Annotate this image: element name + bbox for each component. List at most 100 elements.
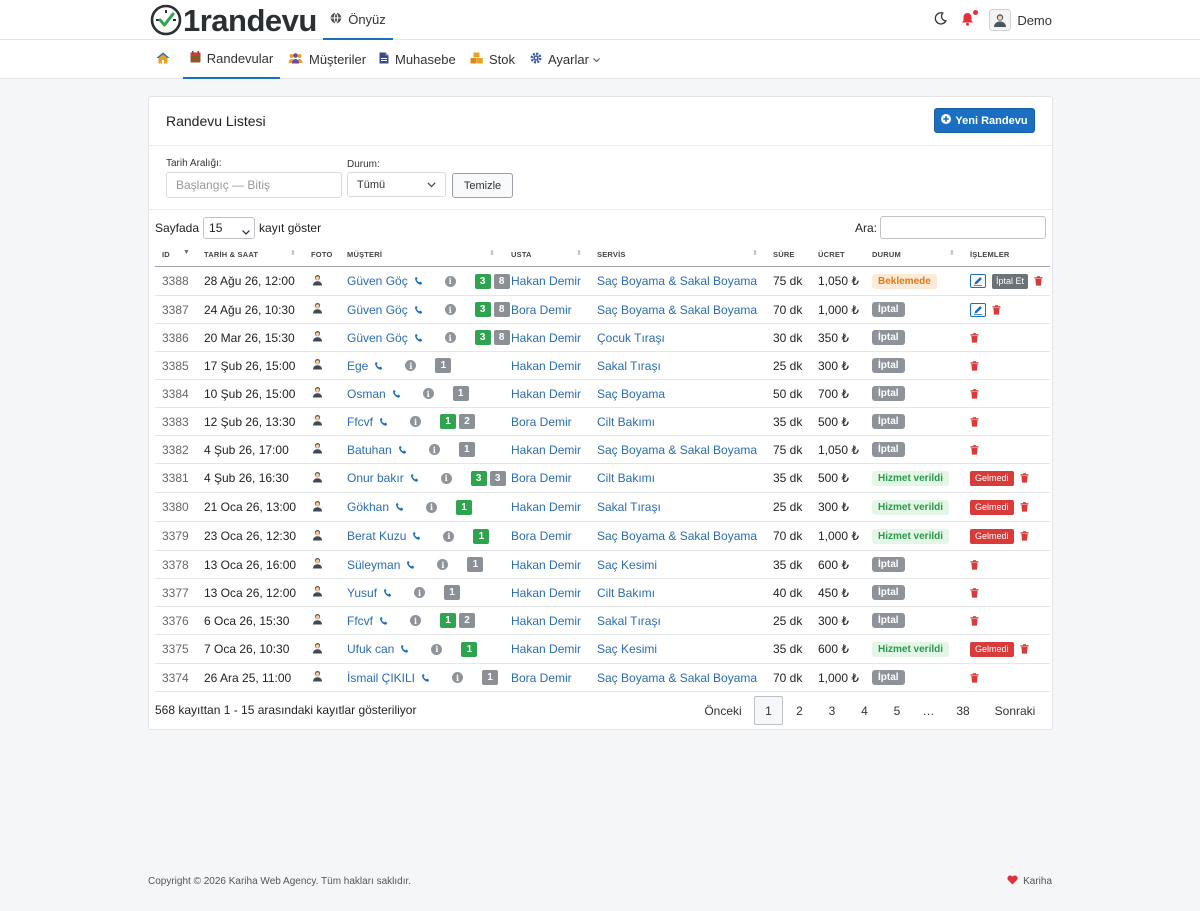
master-link[interactable]: Hakan Demir (511, 386, 582, 401)
service-link[interactable]: Sakal Tıraşı (597, 358, 661, 373)
col-duration[interactable]: SÜRE (773, 250, 795, 259)
phone-icon[interactable] (395, 502, 405, 512)
info-icon[interactable]: i (426, 501, 438, 513)
info-icon[interactable]: i (444, 304, 456, 315)
service-link[interactable]: Saç Kesimi (597, 642, 658, 656)
info-icon[interactable]: i (410, 615, 421, 626)
trash-icon[interactable] (970, 559, 979, 570)
phone-icon[interactable] (379, 417, 389, 427)
new-appointment-button[interactable]: Yeni Randevu (934, 108, 1035, 133)
master-link[interactable]: Hakan Demir (511, 330, 582, 345)
info-icon[interactable]: i (444, 332, 456, 343)
service-link[interactable]: Saç Boyama & Sakal Boyama (597, 442, 758, 457)
customer-link[interactable]: Osman (347, 386, 386, 401)
phone-icon[interactable] (412, 531, 422, 541)
info-icon[interactable]: i (440, 472, 452, 484)
master-link[interactable]: Hakan Demir (511, 500, 582, 514)
info-icon[interactable]: i (443, 530, 455, 542)
customer-link[interactable]: Güven Göç (347, 302, 408, 317)
phone-icon[interactable] (414, 305, 424, 315)
phone-icon[interactable] (400, 644, 410, 654)
col-master[interactable]: USTA (511, 250, 532, 259)
trash-icon[interactable] (970, 615, 979, 626)
master-link[interactable]: Hakan Demir (511, 642, 582, 656)
pagination-page-3[interactable]: 3 (828, 703, 836, 718)
nav-settings[interactable]: Ayarlar (530, 40, 600, 79)
no-show-button[interactable]: Gelmedi (970, 528, 1014, 544)
service-link[interactable]: Çocuk Tıraşı (597, 330, 665, 345)
phone-icon[interactable] (379, 616, 389, 626)
customer-link[interactable]: Onur bakır (347, 471, 404, 485)
service-link[interactable]: Saç Boyama & Sakal Boyama (597, 529, 758, 543)
trash-icon[interactable] (970, 416, 979, 427)
trash-icon[interactable] (970, 388, 979, 399)
trash-icon[interactable] (970, 332, 979, 343)
phone-icon[interactable] (392, 389, 402, 399)
master-link[interactable]: Hakan Demir (511, 358, 582, 373)
service-link[interactable]: Saç Boyama & Sakal Boyama (597, 302, 758, 317)
col-customer[interactable]: MÜŞTERİ (347, 250, 383, 259)
trash-icon[interactable] (1020, 644, 1029, 654)
service-link[interactable]: Saç Boyama & Sakal Boyama (597, 670, 758, 685)
no-show-button[interactable]: Gelmedi (970, 470, 1014, 486)
master-link[interactable]: Bora Demir (511, 529, 572, 543)
no-show-button[interactable]: Gelmedi (970, 641, 1014, 657)
info-icon[interactable]: i (414, 587, 426, 598)
master-link[interactable]: Hakan Demir (511, 442, 582, 457)
pagination-page-4[interactable]: 4 (861, 703, 868, 718)
col-status[interactable]: DURUM (872, 250, 901, 259)
trash-icon[interactable] (1020, 502, 1029, 512)
page-length-select[interactable]: 15 (203, 217, 256, 239)
edit-button[interactable] (970, 274, 986, 288)
customer-link[interactable]: Gökhan (347, 500, 390, 514)
master-link[interactable]: Hakan Demir (511, 613, 582, 628)
col-price[interactable]: ÜCRET (818, 250, 845, 259)
customer-link[interactable]: Batuhan (347, 442, 392, 457)
customer-link[interactable]: Ufuk can (347, 642, 395, 656)
date-range-input[interactable]: Başlangıç — Bitiş (166, 172, 342, 198)
info-icon[interactable]: i (422, 388, 434, 399)
pagination-prev[interactable]: Önceki (704, 703, 742, 718)
nav-stock[interactable]: Stok (470, 40, 515, 79)
trash-icon[interactable] (970, 672, 979, 683)
phone-icon[interactable] (414, 333, 424, 343)
customer-link[interactable]: Güven Göç (347, 330, 408, 345)
edit-button[interactable] (970, 302, 986, 317)
master-link[interactable]: Bora Demir (511, 414, 572, 429)
trash-icon[interactable] (970, 444, 979, 455)
status-select[interactable]: Tümü (347, 172, 446, 197)
phone-icon[interactable] (414, 276, 424, 286)
nav-accounting[interactable]: Muhasebe (379, 40, 456, 79)
service-link[interactable]: Saç Boyama & Sakal Boyama (597, 274, 758, 288)
trash-icon[interactable] (1020, 531, 1029, 541)
trash-icon[interactable] (1020, 473, 1029, 483)
phone-icon[interactable] (410, 473, 420, 483)
master-link[interactable]: Hakan Demir (511, 585, 582, 600)
pagination-next[interactable]: Sonraki (994, 703, 1036, 718)
customer-link[interactable]: Ffcvf (347, 613, 373, 628)
customer-link[interactable]: Yusuf (347, 585, 378, 600)
notifications-button[interactable] (961, 10, 979, 28)
service-link[interactable]: Sakal Tıraşı (597, 500, 661, 514)
customer-link[interactable]: Güven Göç (347, 274, 408, 288)
trash-icon[interactable] (992, 304, 1001, 315)
info-icon[interactable]: i (444, 275, 456, 287)
master-link[interactable]: Hakan Demir (511, 557, 582, 572)
nav-customers[interactable]: Müşteriler (288, 40, 366, 79)
user-menu[interactable]: Demo (989, 9, 1052, 31)
col-id[interactable]: ID (162, 250, 170, 259)
service-link[interactable]: Cilt Bakımı (597, 585, 656, 600)
info-icon[interactable]: i (452, 672, 464, 683)
trash-icon[interactable] (970, 360, 979, 371)
phone-icon[interactable] (406, 560, 416, 570)
info-icon[interactable]: i (437, 559, 449, 570)
service-link[interactable]: Saç Kesimi (597, 557, 658, 572)
customer-link[interactable]: Ege (347, 358, 369, 373)
service-link[interactable]: Saç Boyama (597, 386, 666, 401)
phone-icon[interactable] (398, 445, 408, 455)
master-link[interactable]: Hakan Demir (511, 274, 582, 288)
footer-credit[interactable]: Kariha (1007, 875, 1052, 888)
info-icon[interactable]: i (410, 416, 421, 427)
cancel-appointment-button[interactable]: İptal Et (992, 273, 1029, 289)
search-input[interactable] (880, 216, 1046, 239)
